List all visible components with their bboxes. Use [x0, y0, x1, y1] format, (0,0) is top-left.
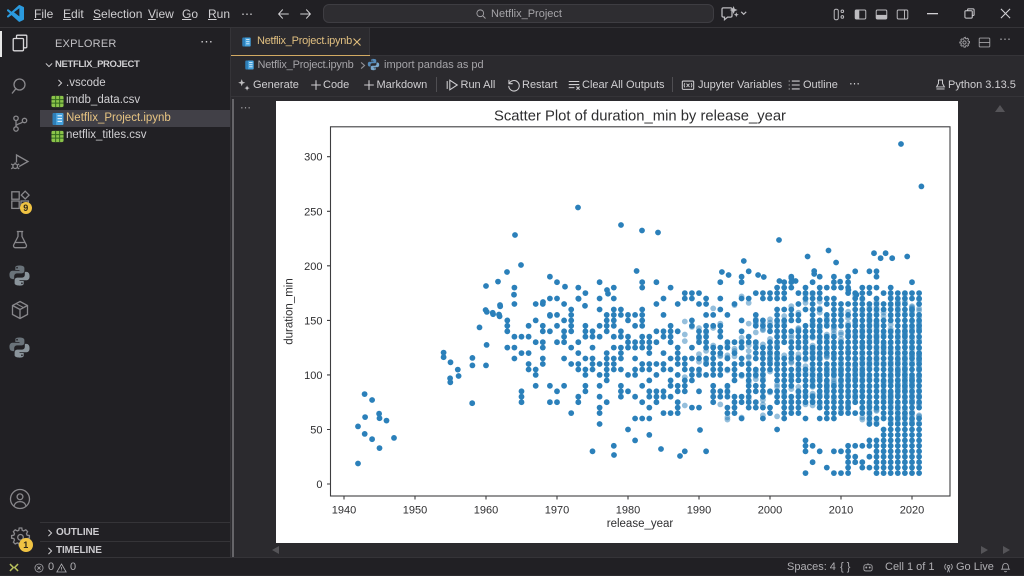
svg-text:300: 300 [304, 152, 322, 164]
svg-text:2020: 2020 [900, 505, 924, 517]
svg-text:150: 150 [304, 315, 322, 327]
svg-text:100: 100 [304, 370, 322, 382]
svg-text:Scatter Plot of duration_min b: Scatter Plot of duration_min by release_… [494, 109, 786, 125]
svg-text:0: 0 [316, 479, 322, 491]
svg-text:duration_min: duration_min [284, 278, 296, 344]
svg-text:1950: 1950 [403, 505, 427, 517]
svg-text:2000: 2000 [758, 505, 782, 517]
svg-text:250: 250 [304, 206, 322, 218]
svg-text:release_year: release_year [607, 518, 674, 530]
svg-text:1980: 1980 [616, 505, 640, 517]
svg-text:1990: 1990 [687, 505, 711, 517]
svg-text:200: 200 [304, 261, 322, 273]
svg-text:1940: 1940 [332, 505, 356, 517]
svg-text:1960: 1960 [474, 505, 498, 517]
svg-text:50: 50 [310, 425, 322, 437]
svg-text:2010: 2010 [829, 505, 853, 517]
svg-text:1970: 1970 [545, 505, 569, 517]
